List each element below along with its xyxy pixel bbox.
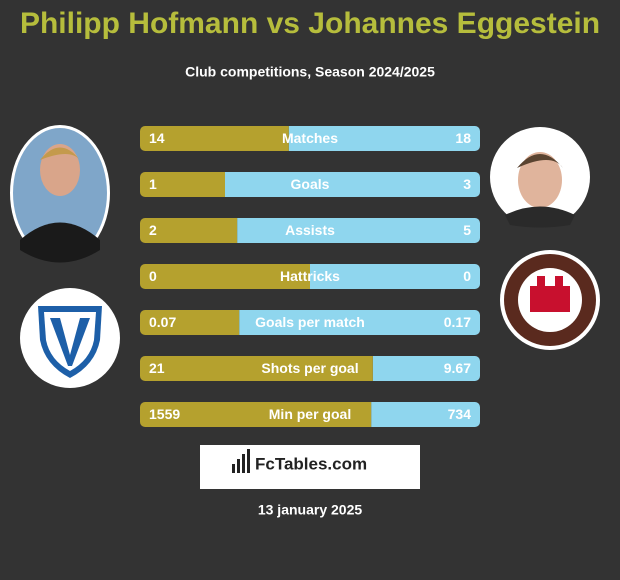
brand-box (200, 445, 420, 489)
bar-left (140, 402, 372, 427)
stat-bar (140, 402, 480, 427)
stat-label: Min per goal (269, 406, 351, 422)
left-value: 1 (149, 176, 157, 192)
brand-name: FcTables.com (255, 454, 367, 473)
bar-left (140, 218, 238, 243)
bar-right (237, 218, 480, 243)
bar-left (140, 310, 240, 335)
left-value: 21 (149, 360, 165, 376)
right-value: 3 (463, 176, 471, 192)
title: Philipp Hofmann vs Johannes Eggestein (20, 7, 600, 40)
bar-right (239, 310, 480, 335)
stat-label: Goals per match (255, 314, 365, 330)
right-value: 734 (448, 406, 472, 422)
right-value: 9.67 (444, 360, 471, 376)
right-value: 18 (455, 130, 471, 146)
left-value: 0.07 (149, 314, 176, 330)
bar-left (140, 356, 373, 381)
stat-bar (140, 356, 480, 381)
club-right-logo (500, 250, 600, 350)
bar-right (372, 356, 480, 381)
bar-left (140, 264, 310, 289)
bar-right (310, 264, 480, 289)
right-value: 5 (463, 222, 471, 238)
bar-left (140, 172, 225, 197)
player-right-photo (490, 127, 590, 228)
left-value: 14 (149, 130, 165, 146)
subtitle: Club competitions, Season 2024/2025 (185, 64, 435, 80)
bar-right (371, 402, 480, 427)
stat-label: Hattricks (280, 268, 340, 284)
stat-bar (140, 126, 480, 151)
stat-label: Assists (285, 222, 335, 238)
bar-right (225, 172, 480, 197)
player-left-photo (10, 125, 110, 263)
right-value: 0.17 (444, 314, 471, 330)
date: 13 january 2025 (258, 502, 363, 518)
right-value: 0 (463, 268, 471, 284)
club-left-logo (20, 288, 120, 388)
stat-bar (140, 218, 480, 243)
stat-label: Shots per goal (261, 360, 358, 376)
bar-left (140, 126, 289, 151)
stat-bar (140, 310, 480, 335)
left-value: 2 (149, 222, 157, 238)
left-value: 0 (149, 268, 157, 284)
bar-right (288, 126, 480, 151)
stat-bar (140, 172, 480, 197)
stat-rows: 14 Matches 18 1 Goals 3 2 Assists 5 0 Hattricks 0 0.… (140, 126, 480, 427)
stat-label: Matches (282, 130, 338, 146)
left-value: 1559 (149, 406, 180, 422)
brand-icon (232, 449, 250, 473)
stat-bar (140, 264, 480, 289)
stat-label: Goals (291, 176, 330, 192)
